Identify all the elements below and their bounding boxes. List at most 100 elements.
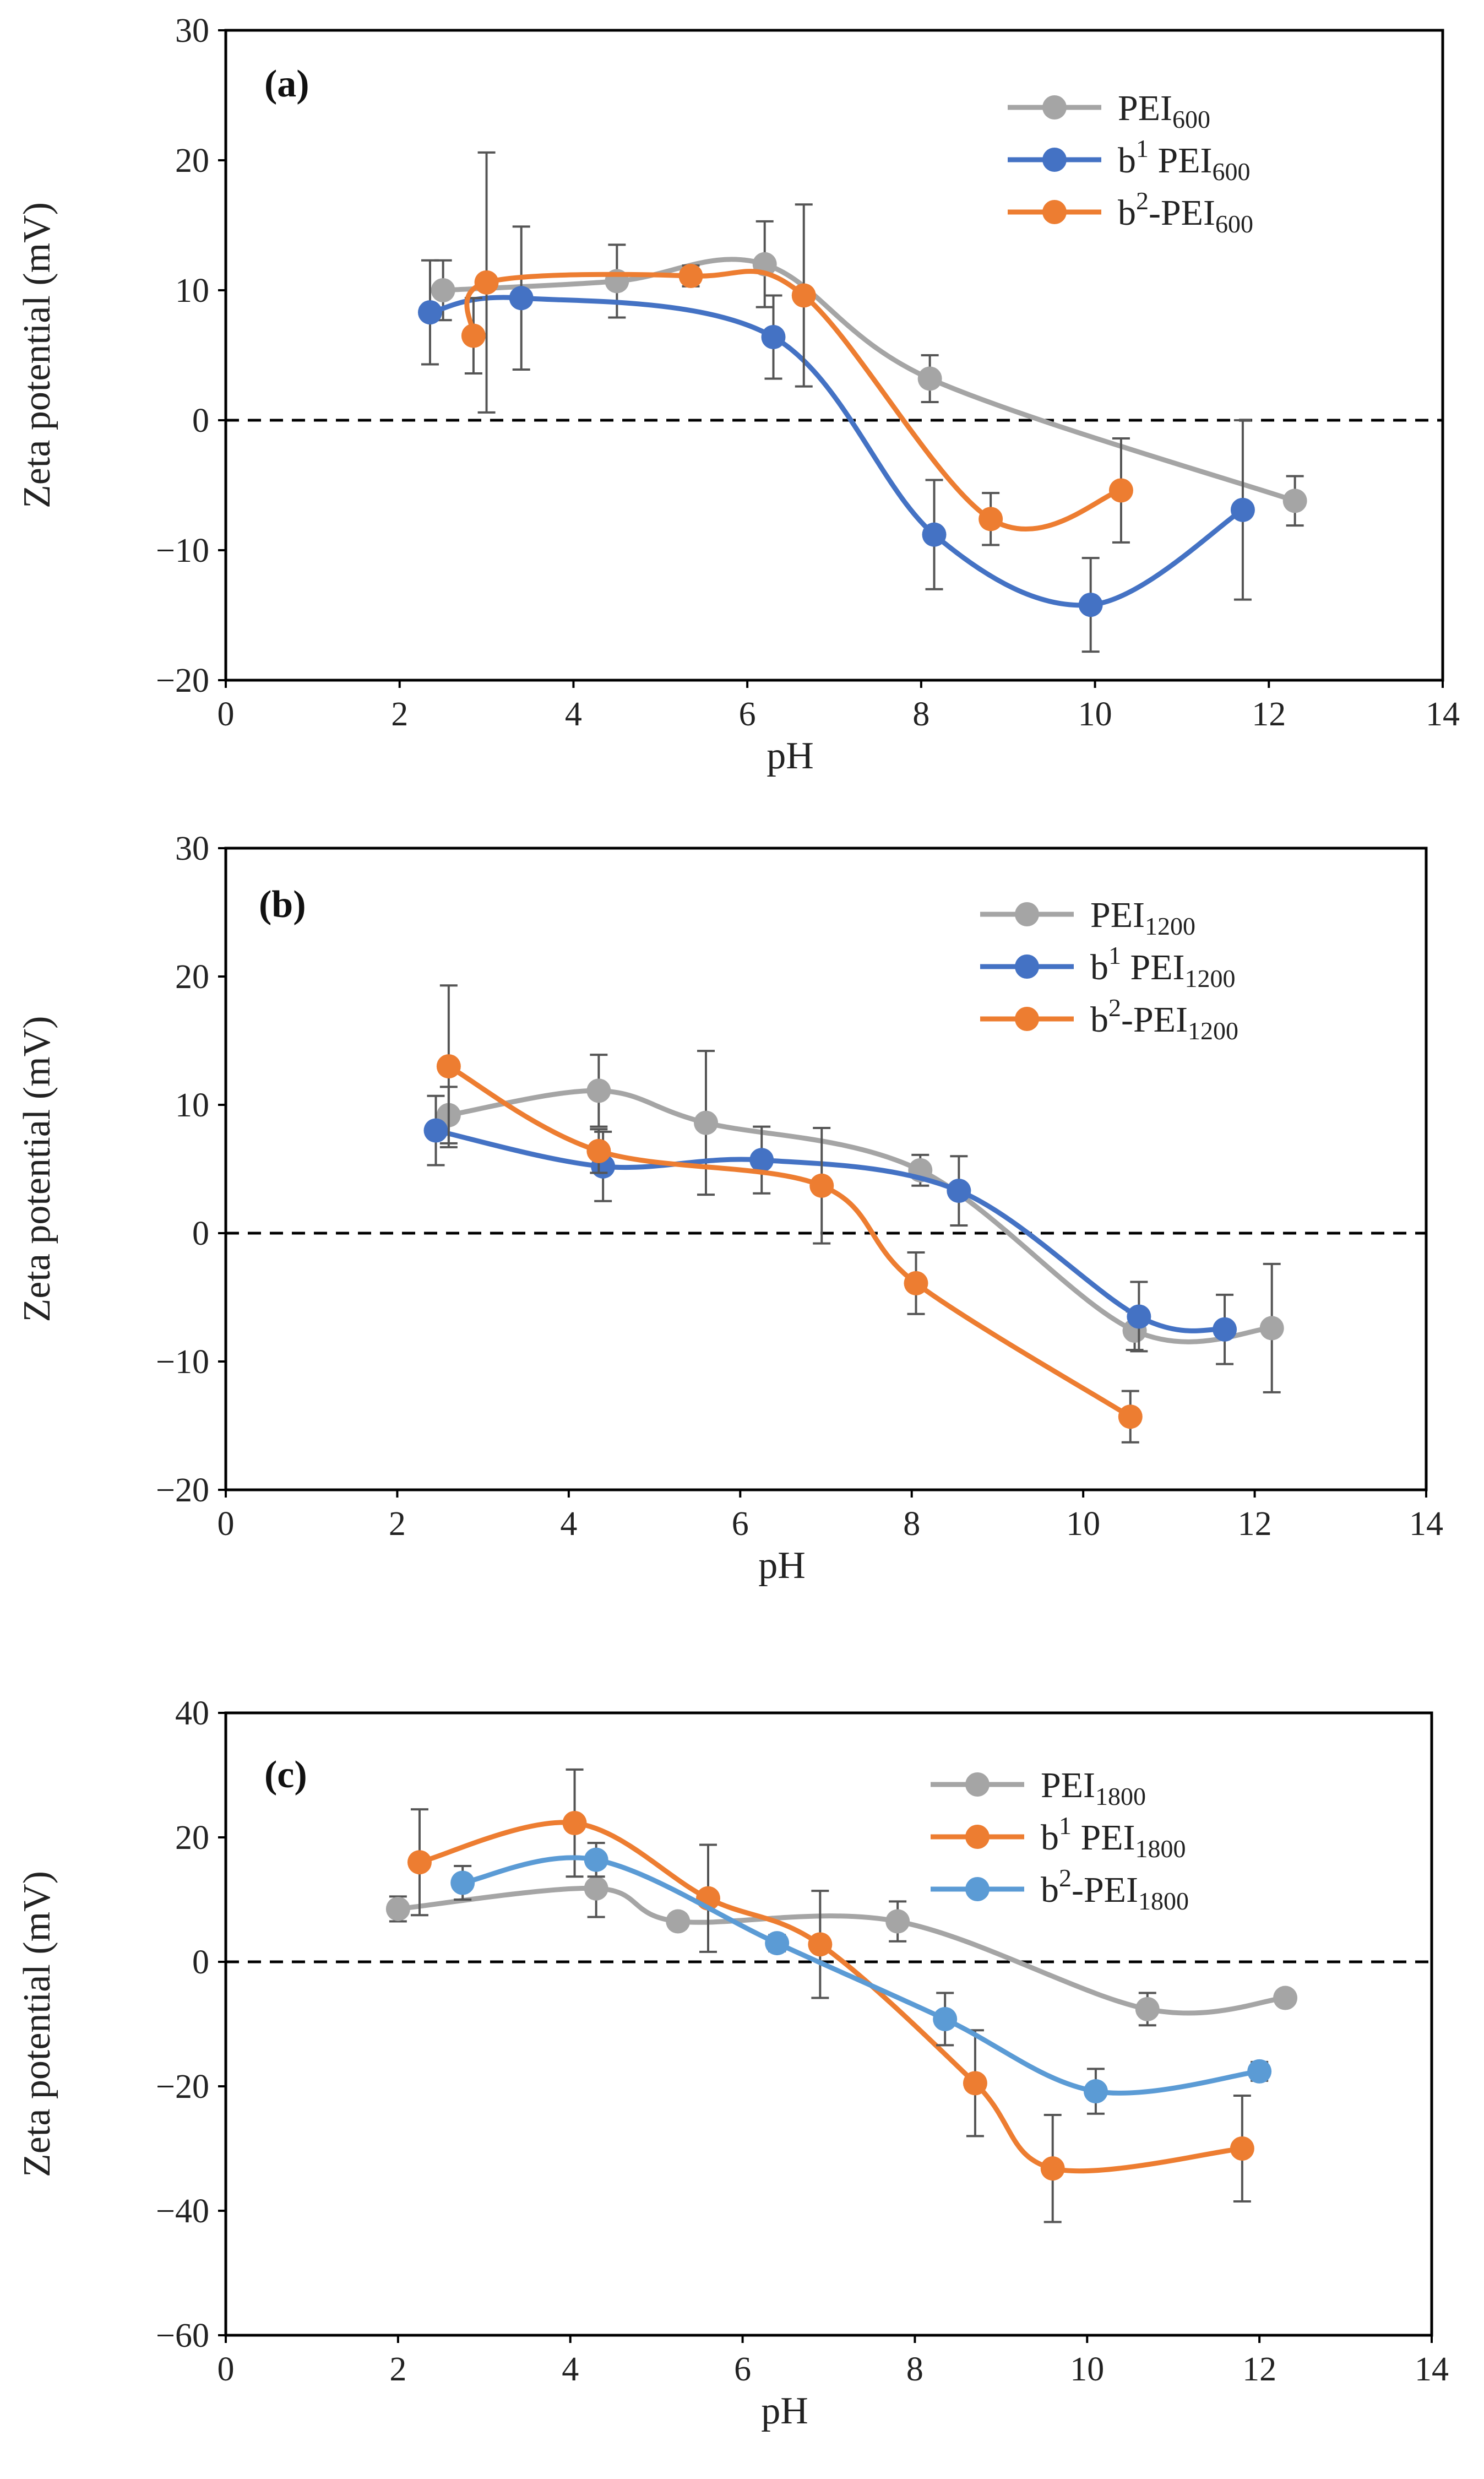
legend-label-part: b	[1041, 1870, 1059, 1910]
x-axis-title: pH	[761, 2390, 808, 2432]
data-point	[407, 1850, 432, 1875]
y-tick-label: −10	[156, 532, 209, 569]
y-tick-label: 0	[192, 1215, 209, 1252]
series-0	[431, 220, 1307, 527]
y-tick-label: 20	[175, 142, 209, 180]
x-tick-label: 6	[739, 696, 756, 733]
y-tick-label: 10	[175, 1087, 209, 1124]
data-point	[474, 270, 499, 295]
data-point	[1127, 1304, 1151, 1329]
legend-label-part: b	[1118, 140, 1136, 181]
x-tick-label: 8	[912, 696, 929, 733]
y-tick-label: 0	[192, 402, 209, 440]
legend-label-part: -PEI	[1121, 1000, 1188, 1040]
legend-label: PEI1800	[1041, 1765, 1146, 1810]
data-point	[765, 1931, 790, 1956]
legend-label-part: b	[1090, 1000, 1108, 1040]
legend-label-part: 600	[1215, 210, 1253, 238]
x-axis-title: pH	[767, 735, 814, 777]
x-tick-label: 0	[218, 696, 235, 733]
legend-label-part: 1200	[1145, 912, 1195, 940]
legend-marker	[1015, 954, 1039, 979]
legend-label-part: 600	[1213, 158, 1251, 186]
series-0	[436, 1050, 1284, 1393]
data-point	[1282, 489, 1307, 513]
data-point	[1259, 1316, 1284, 1341]
y-tick-label: 30	[175, 830, 209, 867]
legend-label: b1 PEI600	[1118, 134, 1251, 186]
y-tick-label: 40	[175, 1695, 209, 1732]
y-axis-title: Zeta potential (mV)	[16, 1016, 58, 1322]
legend-label-part: 1800	[1138, 1887, 1189, 1915]
legend-label-part: 1	[1136, 134, 1149, 162]
y-tick-label: 30	[175, 12, 209, 50]
series-line	[464, 269, 1124, 532]
data-point	[1213, 1317, 1237, 1342]
x-tick-label: 10	[1066, 1505, 1100, 1543]
legend-label: b1 PEI1800	[1041, 1811, 1186, 1863]
data-point	[885, 1909, 910, 1934]
plot-frame	[224, 847, 1428, 1491]
data-point	[791, 283, 816, 308]
data-point	[1040, 2156, 1065, 2181]
y-tick-label: 20	[175, 1819, 209, 1857]
legend-label: b2-PEI600	[1118, 187, 1253, 238]
data-point	[694, 1110, 718, 1135]
legend-label-part: 600	[1172, 105, 1210, 133]
data-point	[586, 1078, 611, 1103]
y-tick-label: −20	[156, 2068, 209, 2106]
data-point	[1273, 1986, 1298, 2010]
legend-label-part: PEI	[1090, 895, 1145, 935]
y-axis-title: Zeta potential (mV)	[16, 1871, 58, 2177]
x-tick-label: 10	[1070, 2351, 1104, 2388]
x-tick-label: 6	[732, 1505, 749, 1543]
series-1	[417, 225, 1255, 653]
data-point	[461, 323, 486, 348]
data-point	[586, 1138, 611, 1163]
x-tick-label: 4	[562, 2351, 579, 2388]
panel-label: (c)	[264, 1754, 307, 1796]
legend-label-part: 2	[1059, 1864, 1072, 1892]
legend-label-part: 1	[1108, 941, 1121, 969]
legend-label: PEI600	[1118, 88, 1210, 133]
legend-marker	[1042, 95, 1067, 120]
legend-label-part: 1200	[1185, 964, 1236, 992]
legend-label-part: b	[1118, 193, 1136, 233]
y-tick-label: −20	[156, 1472, 209, 1509]
data-point	[666, 1909, 691, 1934]
data-point	[417, 300, 442, 325]
data-point	[808, 1932, 833, 1957]
legend-label: b1 PEI1200	[1090, 941, 1236, 992]
data-point	[979, 507, 1003, 531]
data-point	[423, 1118, 448, 1143]
legend-label-part: PEI	[1072, 1818, 1135, 1858]
legend-marker	[1042, 200, 1067, 224]
panel-label: (b)	[259, 883, 306, 926]
legend-marker	[1042, 148, 1067, 172]
x-tick-label: 10	[1078, 696, 1112, 733]
series-line	[433, 1128, 1227, 1333]
legend-label-part: b	[1090, 947, 1108, 988]
x-tick-label: 0	[218, 2351, 235, 2388]
data-point	[1230, 2136, 1254, 2161]
series-2	[450, 1842, 1272, 2115]
x-tick-label: 2	[391, 696, 408, 733]
data-point	[1230, 497, 1255, 522]
y-axis-title: Zeta potential (mV)	[16, 202, 58, 508]
legend-label-part: 1	[1059, 1811, 1072, 1840]
x-tick-label: 12	[1238, 1505, 1272, 1543]
data-point	[963, 2071, 987, 2096]
legend-label: b2-PEI1800	[1041, 1864, 1189, 1915]
y-tick-label: 10	[175, 272, 209, 310]
series-2	[461, 151, 1133, 546]
series-line	[441, 257, 1298, 503]
y-tick-label: 20	[175, 958, 209, 996]
legend-label-part: -PEI	[1149, 193, 1215, 233]
legend-marker	[965, 1877, 990, 1901]
legend-label-part: -PEI	[1072, 1870, 1138, 1910]
data-point	[678, 264, 703, 289]
data-point	[933, 2006, 958, 2031]
x-tick-label: 0	[218, 1505, 235, 1543]
